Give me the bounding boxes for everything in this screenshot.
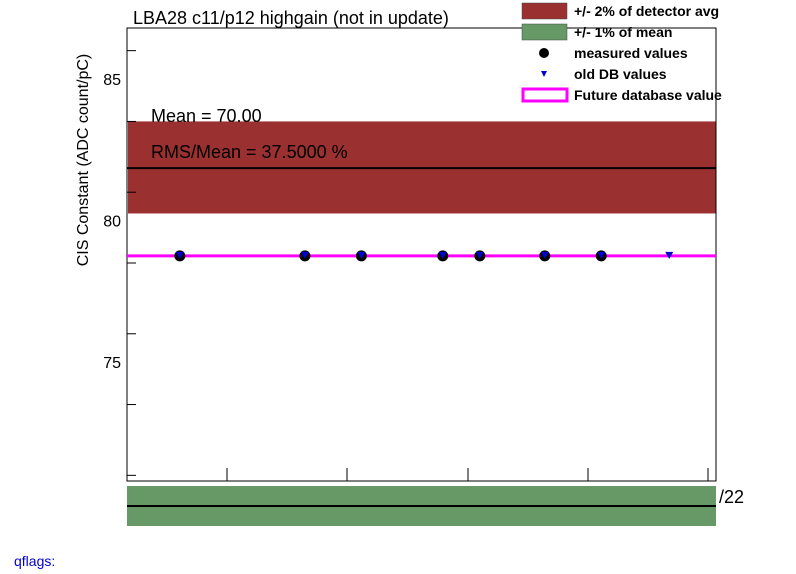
- legend-label: +/- 2% of detector avg: [574, 3, 719, 19]
- legend-label: old DB values: [574, 66, 667, 82]
- legend-swatch: [521, 2, 568, 20]
- old-db-point: [357, 251, 366, 259]
- y-tick-label: 75: [103, 355, 121, 372]
- legend-swatch: [541, 71, 547, 77]
- old-db-point: [175, 251, 184, 259]
- legend-label: Future database value: [574, 87, 722, 103]
- old-db-point: [475, 251, 484, 259]
- mean-text: Mean = 70.00: [151, 106, 262, 126]
- legend-swatch: [539, 48, 549, 58]
- y-tick-label: 85: [103, 72, 121, 89]
- x-axis-suffix: /22: [719, 487, 744, 507]
- legend-label: measured values: [574, 45, 688, 61]
- y-tick-label: 80: [103, 214, 121, 231]
- legend-label: +/- 1% of mean: [574, 24, 672, 40]
- qflags-label: qflags:: [14, 553, 56, 569]
- old-db-point: [597, 251, 606, 259]
- old-db-point: [540, 251, 549, 259]
- legend-swatch: [521, 87, 569, 103]
- y-axis-label: CIS Constant (ADC count/pC): [75, 54, 92, 267]
- rms-text: RMS/Mean = 37.5000 %: [151, 142, 348, 162]
- old-db-point: [665, 251, 674, 259]
- chart-title: LBA28 c11/p12 highgain (not in update): [133, 8, 449, 28]
- legend-swatch: [521, 23, 568, 41]
- old-db-point: [300, 251, 309, 259]
- old-db-point: [438, 251, 447, 259]
